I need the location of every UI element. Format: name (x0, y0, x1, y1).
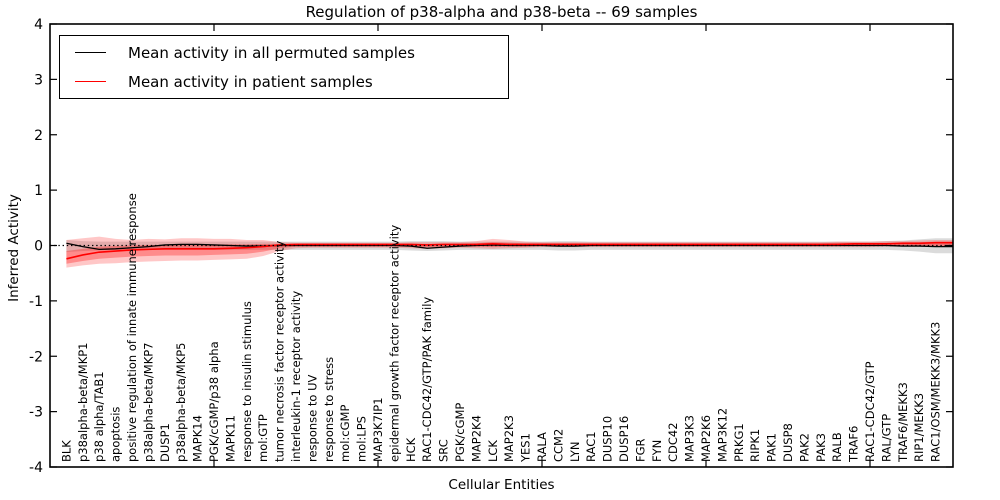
x-category-label: p38alpha-beta/MKP7 (141, 343, 155, 462)
x-category-label: FYN (650, 440, 664, 462)
x-category-label: MAP2K6 (699, 415, 713, 462)
x-category-label: MAPK11 (223, 415, 237, 462)
x-category-label: DUSP8 (781, 423, 795, 462)
y-tick-label: 1 (34, 183, 43, 199)
x-category-label: BLK (59, 440, 73, 462)
x-category-label: MAP2K3 (502, 415, 516, 462)
x-category-label: RAC1-CDC42/GTP (863, 361, 877, 462)
x-category-label: PGK/cGMP (453, 403, 467, 462)
x-category-label: p38alpha-beta/MKP5 (174, 343, 188, 462)
x-category-label: PAK1 (765, 433, 779, 462)
x-category-label: response to UV (305, 374, 319, 462)
x-category-label: RIP1/MEKK3 (912, 393, 926, 462)
x-category-label: SRC (437, 439, 451, 462)
y-tick-label: 4 (34, 17, 43, 33)
x-category-label: apoptosis (109, 407, 123, 462)
x-category-label: mol:LPS (355, 416, 369, 462)
y-tick-label: 3 (34, 72, 43, 88)
legend-label-permuted: Mean activity in all permuted samples (128, 43, 415, 62)
x-category-label: p38alpha-beta/MKP1 (76, 343, 90, 462)
x-category-label: mol:cGMP (338, 405, 352, 462)
x-category-label: PRKG1 (732, 423, 746, 462)
y-tick-label: -3 (29, 405, 43, 421)
x-category-label: interleukin-1 receptor activity (289, 291, 303, 462)
x-category-label: HCK (404, 437, 418, 462)
x-category-label: epidermal growth factor receptor activit… (387, 225, 401, 462)
patient-mean-line (66, 241, 953, 260)
y-tick-label: 2 (34, 128, 43, 144)
x-category-label: tumor necrosis factor receptor activity (273, 240, 287, 462)
x-category-label: DUSP10 (601, 416, 615, 462)
x-category-label: RAL/GTP (879, 414, 893, 462)
x-category-label: RAC1 (584, 431, 598, 462)
y-tick-label: -2 (29, 349, 43, 365)
patient-samples-range-inner-band (66, 241, 953, 264)
x-category-label: FGR (633, 438, 647, 462)
x-category-label: YES1 (519, 433, 533, 463)
x-category-label: mol:GTP (256, 414, 270, 462)
legend-item-patient: Mean activity in patient samples (60, 67, 508, 96)
x-category-label: DUSP1 (158, 423, 172, 462)
x-category-label: TRAF6 (847, 426, 861, 463)
x-category-label: response to stress (322, 357, 336, 462)
x-category-label: PAK3 (814, 433, 828, 462)
x-category-label: RAC1/OSM/MEKK3/MKK3 (929, 322, 943, 462)
legend-label-patient: Mean activity in patient samples (128, 72, 373, 91)
x-category-label: LYN (568, 441, 582, 462)
permuted-line-swatch (75, 52, 106, 53)
chart-title: Regulation of p38-alpha and p38-beta -- … (305, 3, 698, 21)
x-category-label: MAP3K3 (683, 415, 697, 462)
x-category-label: RALB (830, 432, 844, 462)
x-category-label: PGK/cGMP/p38 alpha (207, 341, 221, 462)
y-tick-label: -1 (29, 294, 43, 310)
x-category-label: p38 alpha/TAB1 (92, 371, 106, 462)
x-category-label: RAC1-CDC42/GTP/PAK family (420, 297, 434, 462)
x-category-label: response to insulin stimulus (240, 301, 254, 462)
x-category-label: MAP3K7IP1 (371, 397, 385, 462)
x-category-label: DUSP16 (617, 416, 631, 462)
x-category-label: RIPK1 (748, 429, 762, 462)
x-category-label: CDC42 (666, 422, 680, 462)
legend-item-permuted: Mean activity in all permuted samples (60, 38, 508, 67)
legend: Mean activity in all permuted samples Me… (59, 35, 509, 99)
x-category-label: CCM2 (551, 429, 565, 462)
x-category-label: positive regulation of innate immune res… (125, 193, 139, 462)
x-category-label: MAP2K4 (469, 415, 483, 462)
x-category-label: MAP3K12 (715, 408, 729, 462)
y-tick-label: -4 (29, 460, 43, 476)
x-category-label: RALA (535, 432, 549, 462)
x-axis-label: Cellular Entities (448, 477, 555, 493)
y-tick-label: 0 (34, 239, 43, 255)
x-category-label: TRAF6/MEKK3 (896, 382, 910, 463)
patient-line-swatch (75, 81, 106, 82)
x-category-label: MAPK14 (191, 415, 205, 462)
x-category-label: LCK (486, 440, 500, 462)
x-category-label: PAK2 (797, 433, 811, 462)
